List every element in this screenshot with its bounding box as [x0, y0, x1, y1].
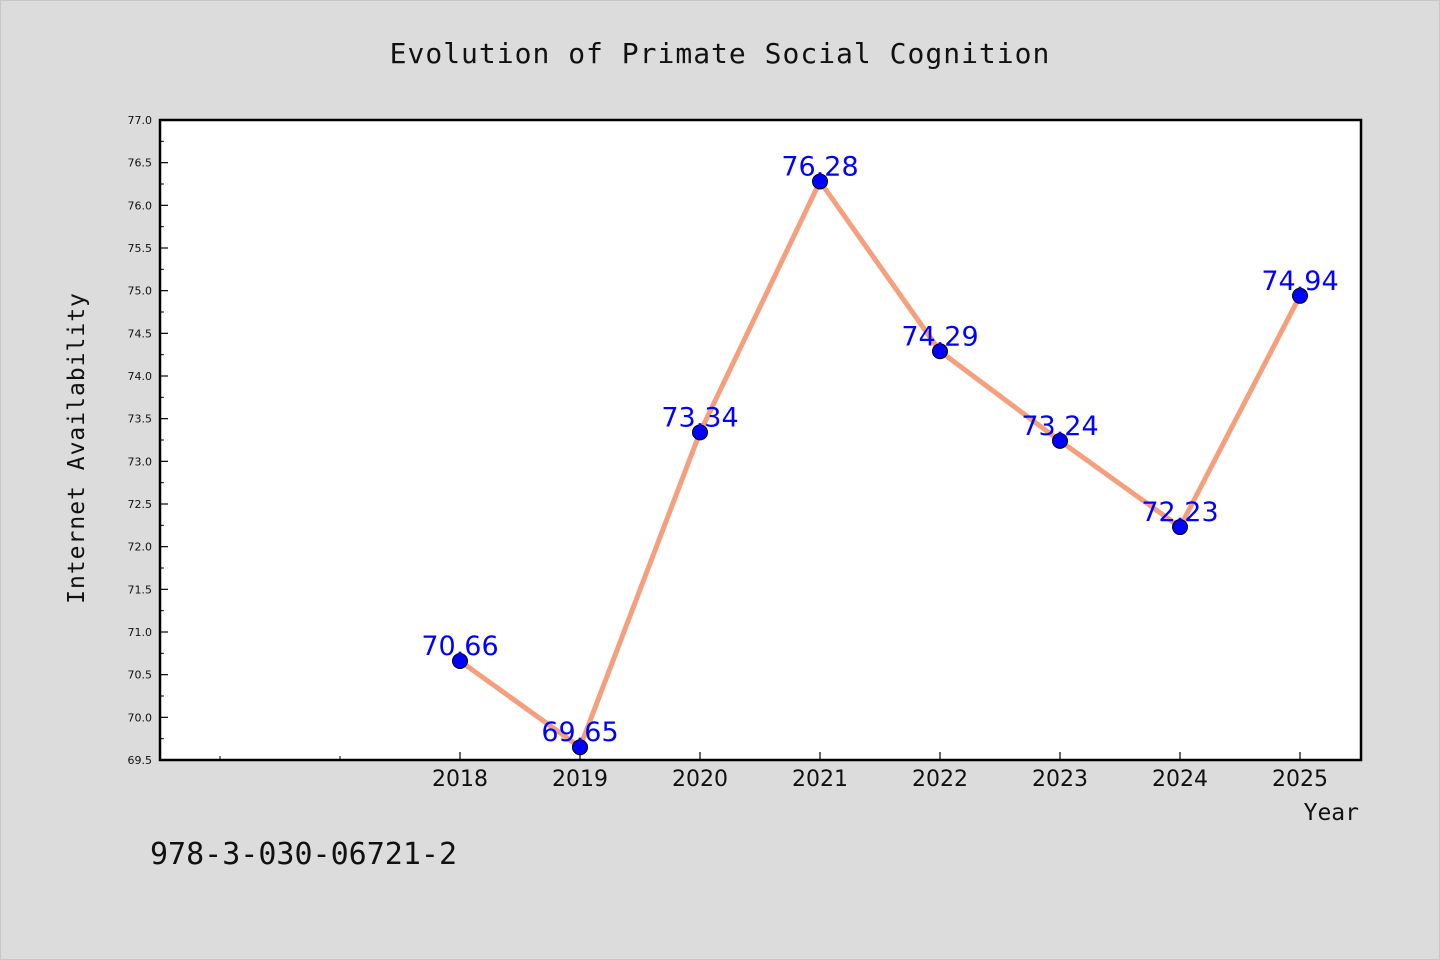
- y-tick-label: 73.5: [128, 413, 153, 426]
- data-point: [1172, 519, 1188, 536]
- data-label: 70.66: [421, 631, 498, 662]
- y-tick-label: 76.5: [128, 157, 153, 170]
- y-tick-label: 76.0: [128, 199, 153, 212]
- y-tick-label: 72.0: [128, 541, 153, 554]
- y-tick-label: 74.0: [128, 370, 153, 383]
- series-line-group: [457, 178, 1303, 750]
- y-tick-label: 71.5: [128, 583, 153, 596]
- data-label: 73.24: [1021, 411, 1098, 442]
- x-axis-label: Year: [1304, 800, 1359, 826]
- plot-area: [158, 118, 1363, 762]
- y-tick-label: 69.5: [128, 754, 153, 767]
- data-point: [692, 424, 708, 441]
- y-axis-ticks: 69.5 70.0 70.5 71.0 71.5 72.0 72.5 73.0 73.5 74.0…: [128, 114, 168, 767]
- y-tick-label: 77.0: [128, 114, 153, 127]
- footer-identifier: 978-3-030-06721-2: [150, 837, 457, 872]
- chart-title: Evolution of Primate Social Cognition: [390, 37, 1051, 70]
- x-tick-label: 2018: [432, 767, 488, 792]
- x-minor-ticks: [219, 756, 341, 760]
- y-tick-label: 70.0: [128, 711, 153, 724]
- data-point: [1292, 287, 1308, 304]
- y-tick-label: 73.0: [128, 455, 153, 468]
- y-tick-label: 75.0: [128, 285, 153, 298]
- y-tick-label: 74.5: [128, 327, 153, 340]
- data-label: 69.65: [541, 717, 618, 748]
- data-point: [452, 653, 468, 670]
- data-labels: 70.66 69.65 73.34 76.28 74.29 73.24 72.23 74.94: [421, 151, 1338, 748]
- y-tick-label: 71.0: [128, 626, 153, 639]
- data-point: [572, 739, 588, 756]
- data-points: [452, 173, 1308, 756]
- y-axis-label: Internet Availability: [64, 292, 90, 604]
- y-tick-label: 75.5: [128, 242, 153, 255]
- data-point: [1052, 432, 1068, 449]
- x-axis-ticks: 2018 2019 2020 2021 2022 2023 2024 2025: [432, 752, 1328, 792]
- x-tick-label: 2024: [1152, 767, 1208, 792]
- data-label: 74.94: [1261, 266, 1338, 297]
- x-tick-label: 2025: [1272, 767, 1328, 792]
- y-tick-label: 72.5: [128, 498, 153, 511]
- series-line: [457, 178, 1303, 750]
- data-label: 74.29: [901, 321, 978, 352]
- x-tick-label: 2023: [1032, 767, 1088, 792]
- data-point: [932, 343, 948, 360]
- data-label: 76.28: [781, 151, 858, 182]
- y-tick-label: 70.5: [128, 669, 153, 682]
- x-tick-label: 2019: [552, 767, 608, 792]
- x-tick-label: 2020: [672, 767, 728, 792]
- data-point: [812, 173, 828, 190]
- data-label: 73.34: [661, 402, 738, 433]
- x-tick-label: 2022: [912, 767, 968, 792]
- data-label: 72.23: [1141, 497, 1218, 528]
- x-tick-label: 2021: [792, 767, 848, 792]
